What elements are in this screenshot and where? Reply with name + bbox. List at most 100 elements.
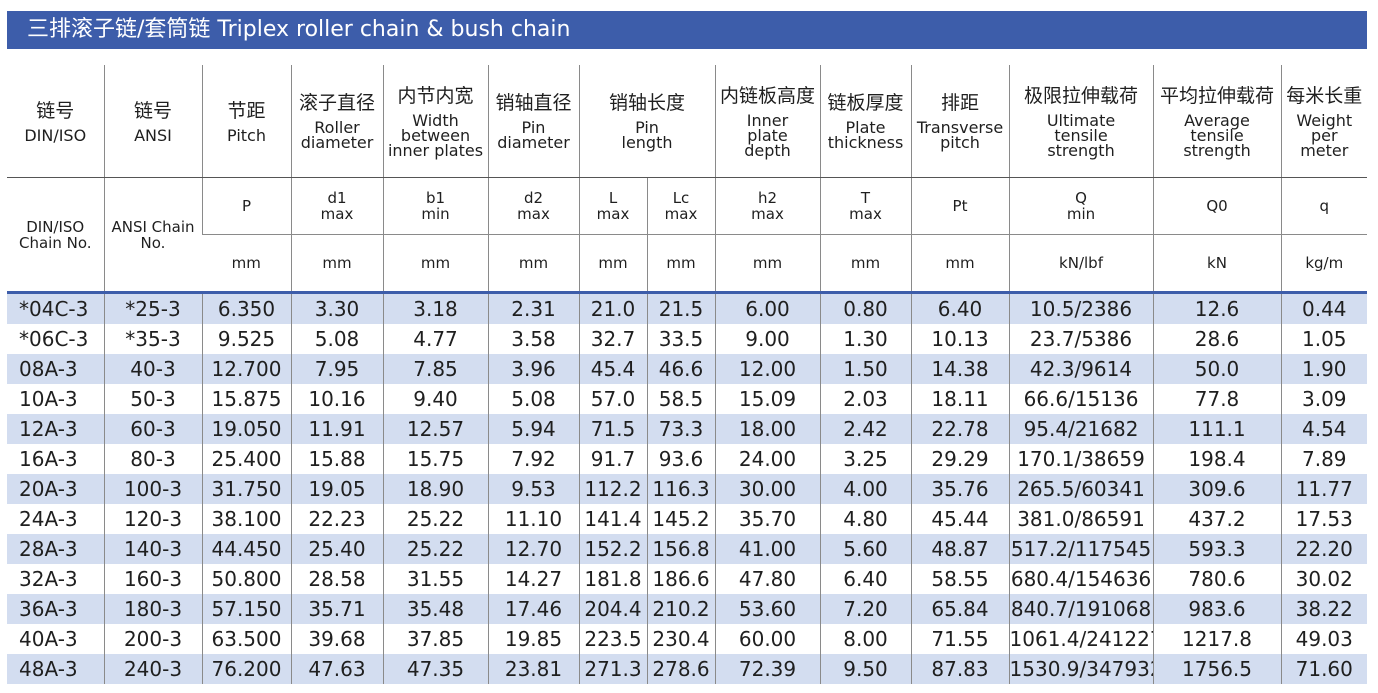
table-cell: 15.75 xyxy=(382,444,488,474)
table-cell: 1530.9/347932 xyxy=(1008,654,1154,684)
table-cell: 3.58 xyxy=(487,324,579,354)
table-cell: *25-3 xyxy=(103,292,202,324)
table-cell: 47.80 xyxy=(714,564,821,594)
table-row: 40A-3 200-3 63.500 39.68 37.85 19.85 223.5 230.… xyxy=(7,624,1368,654)
table-cell: 35.76 xyxy=(910,474,1010,504)
table-row: *06C-3 *35-3 9.525 5.08 4.77 3.58 32.7 33.5 9.00… xyxy=(7,324,1368,354)
table-cell: 25.40 xyxy=(290,534,383,564)
table-cell: 9.00 xyxy=(714,324,821,354)
unit-pin-diameter: mm xyxy=(487,234,579,294)
table-cell: 50.0 xyxy=(1152,354,1282,384)
table-cell: 31.55 xyxy=(382,564,488,594)
table-cell: 780.6 xyxy=(1152,564,1282,594)
table-cell: 10A-3 xyxy=(19,387,78,411)
table-cell: 14.27 xyxy=(487,564,579,594)
unit-weight: kg/m xyxy=(1280,234,1368,294)
table-cell: 25.22 xyxy=(382,534,488,564)
table-cell: 66.6/15136 xyxy=(1008,384,1154,414)
table-cell: 28.6 xyxy=(1152,324,1282,354)
table-cell: 517.2/117545 xyxy=(1008,534,1154,564)
table-cell: 116.3 xyxy=(646,474,716,504)
unit-pitch: mm xyxy=(202,234,291,294)
table-cell: 230.4 xyxy=(646,624,716,654)
table-cell: 40A-3 xyxy=(19,627,78,651)
table-cell: 12.57 xyxy=(382,414,488,444)
table-cell: 983.6 xyxy=(1152,594,1282,624)
symbol-roller: d1 max xyxy=(290,177,383,235)
table-cell: 73.3 xyxy=(646,414,716,444)
table-cell: 08A-3 xyxy=(7,354,104,384)
table-cell: 29.29 xyxy=(910,444,1010,474)
table-cell: *06C-3 xyxy=(19,327,89,351)
table-cell: 1061.4/241227 xyxy=(1008,624,1154,654)
table-cell: 10.16 xyxy=(290,384,383,414)
table-cell: 37.85 xyxy=(382,624,488,654)
table-cell: 5.94 xyxy=(487,414,579,444)
table-row: 32A-3 160-3 50.800 28.58 31.55 14.27 181.8 186.… xyxy=(7,564,1368,594)
table-cell: 8.00 xyxy=(819,624,912,654)
table-cell: 39.68 xyxy=(290,624,383,654)
table-cell: 9.525 xyxy=(201,324,291,354)
table-cell: 32.7 xyxy=(578,324,647,354)
table-cell: 2.31 xyxy=(487,292,579,324)
table-cell: 7.92 xyxy=(487,444,579,474)
unit-pin-length-l: mm xyxy=(578,234,647,294)
unit-average: kN xyxy=(1152,234,1282,294)
table-cell: 111.1 xyxy=(1152,414,1282,444)
header-roller-diameter: 滚子直径 Roller diameter xyxy=(290,65,383,178)
header-transverse-pitch: 排距 Transverse pitch xyxy=(910,65,1010,178)
table-cell: 20A-3 xyxy=(7,474,104,504)
table-cell: 6.40 xyxy=(910,292,1010,324)
unit-transverse: mm xyxy=(910,234,1010,294)
table-cell: 200-3 xyxy=(103,624,202,654)
table-cell: 71.55 xyxy=(910,624,1010,654)
table-cell: 680.4/154636 xyxy=(1008,564,1154,594)
table-cell: 1.50 xyxy=(819,354,912,384)
symbol-transverse: Pt xyxy=(910,177,1010,235)
table-cell: 186.6 xyxy=(646,564,716,594)
table-cell: 210.2 xyxy=(646,594,716,624)
table-cell: 23.7/5386 xyxy=(1008,324,1154,354)
table-cell: 21.0 xyxy=(578,292,647,324)
table-cell: 2.42 xyxy=(819,414,912,444)
table-cell: 1217.8 xyxy=(1152,624,1282,654)
table-cell: 18.90 xyxy=(382,474,488,504)
table-cell: 17.53 xyxy=(1280,504,1368,534)
table-cell: 4.80 xyxy=(819,504,912,534)
table-cell: 35.70 xyxy=(714,504,821,534)
table-cell: 32A-3 xyxy=(19,567,78,591)
table-cell: 35.48 xyxy=(382,594,488,624)
table-cell: 1756.5 xyxy=(1152,654,1282,684)
header-din-iso: 链号 DIN/ISO xyxy=(7,65,104,178)
table-cell: 7.85 xyxy=(382,354,488,384)
table-cell: 11.77 xyxy=(1280,474,1368,504)
table-body: *04C-3 *25-3 6.350 3.30 3.18 2.31 21.0 21.5 6.00… xyxy=(7,292,1368,684)
table-cell: 1.90 xyxy=(1280,354,1368,384)
table-cell: 45.4 xyxy=(578,354,647,384)
table-cell: 6.40 xyxy=(819,564,912,594)
chain-spec-table: 链号 DIN/ISO 链号 ANSI 节距 Pitch 滚子直径 Roller … xyxy=(7,65,1368,684)
table-cell: 5.08 xyxy=(487,384,579,414)
table-cell: 14.38 xyxy=(910,354,1010,384)
table-cell: 49.03 xyxy=(1280,624,1368,654)
table-cell: 93.6 xyxy=(646,444,716,474)
table-cell: 100-3 xyxy=(103,474,202,504)
table-cell: 44.450 xyxy=(201,534,291,564)
ansi-chain-no-label: ANSI Chain No. xyxy=(103,177,202,294)
header-ultimate-strength: 极限拉伸载荷 Ultimate tensile strength xyxy=(1008,65,1154,178)
unit-pin-length-lc: mm xyxy=(646,234,716,294)
table-cell: 57.0 xyxy=(578,384,647,414)
table-cell: 3.30 xyxy=(290,292,383,324)
table-cell: 19.050 xyxy=(201,414,291,444)
table-cell: 4.77 xyxy=(382,324,488,354)
table-cell: 5.60 xyxy=(819,534,912,564)
table-cell: 63.500 xyxy=(201,624,291,654)
table-cell: 12A-3 xyxy=(7,414,104,444)
table-cell: 265.5/60341 xyxy=(1008,474,1154,504)
unit-inner-plate: mm xyxy=(714,234,821,294)
table-cell: 140-3 xyxy=(103,534,202,564)
table-cell: 22.20 xyxy=(1280,534,1368,564)
table-cell: 18.11 xyxy=(910,384,1010,414)
table-cell: 22.78 xyxy=(910,414,1010,444)
table-cell: 10.13 xyxy=(910,324,1010,354)
